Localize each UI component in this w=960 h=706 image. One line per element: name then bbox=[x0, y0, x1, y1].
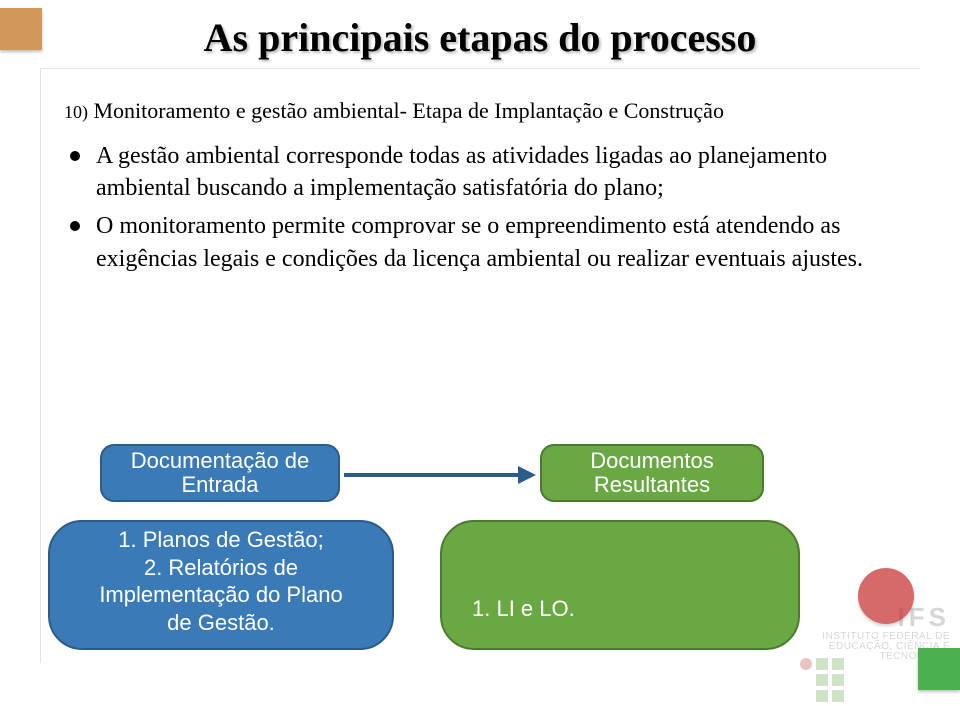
content-line: 1. Planos de Gestão; bbox=[118, 526, 323, 554]
page-title: As principais etapas do processo bbox=[0, 14, 960, 61]
content-line: Implementação do Plano bbox=[99, 581, 342, 609]
content-line: 2. Relatórios de bbox=[144, 554, 298, 582]
label-line: Documentação de bbox=[131, 449, 310, 473]
output-docs-label: Documentos Resultantes bbox=[540, 444, 764, 502]
divider-vertical bbox=[40, 68, 41, 663]
input-docs-content: 1. Planos de Gestão; 2. Relatórios de Im… bbox=[48, 520, 394, 650]
numbered-item-index: 10) bbox=[64, 102, 88, 122]
arrow-icon bbox=[344, 466, 536, 484]
output-docs-content: 1. LI e LO. bbox=[440, 520, 800, 650]
input-docs-label: Documentação de Entrada bbox=[100, 444, 340, 502]
label-line: Documentos bbox=[590, 449, 714, 473]
bullet-item: A gestão ambiental corresponde todas as … bbox=[64, 140, 904, 205]
content-area: 10) Monitoramento e gestão ambiental- Et… bbox=[64, 96, 904, 281]
content-line: 1. LI e LO. bbox=[472, 595, 575, 623]
numbered-item: 10) Monitoramento e gestão ambiental- Et… bbox=[64, 96, 904, 126]
divider-horizontal bbox=[40, 68, 920, 69]
slide: As principais etapas do processo 10) Mon… bbox=[0, 0, 960, 706]
content-line: de Gestão. bbox=[167, 609, 275, 637]
accent-red-circle bbox=[858, 568, 914, 624]
bullet-item: O monitoramento permite comprovar se o e… bbox=[64, 210, 904, 275]
accent-bottom-square bbox=[918, 648, 960, 690]
label-line: Resultantes bbox=[594, 473, 710, 497]
numbered-item-text: Monitoramento e gestão ambiental- Etapa … bbox=[94, 98, 724, 123]
label-line: Entrada bbox=[181, 473, 258, 497]
